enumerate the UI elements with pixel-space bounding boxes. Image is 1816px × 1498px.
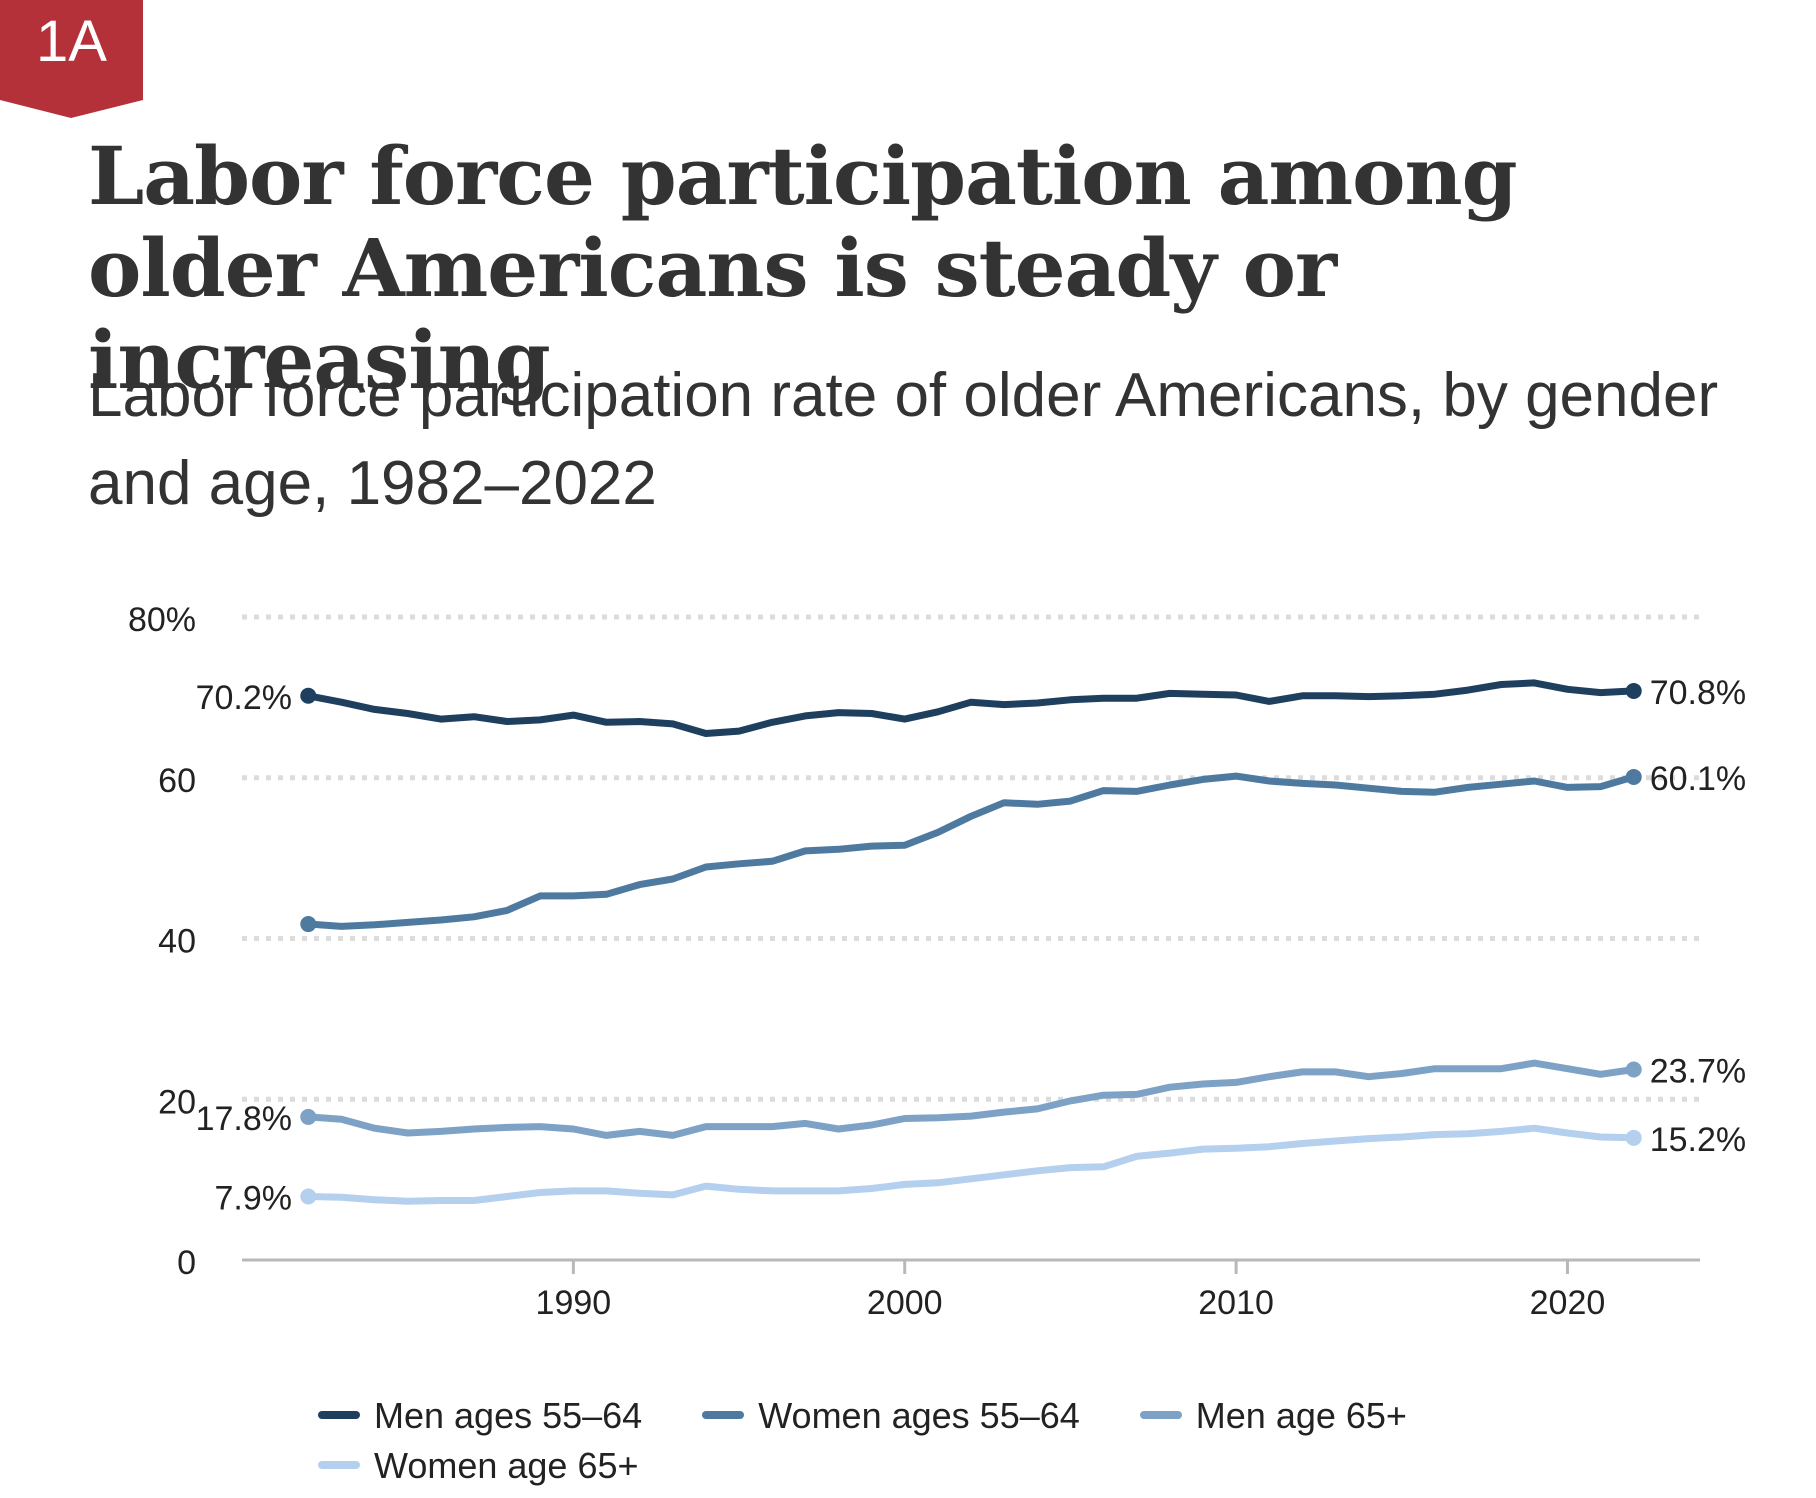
series-end-label: 70.8% — [1650, 674, 1746, 712]
series-end-point — [1625, 768, 1642, 785]
y-tick-label: 40 — [158, 923, 196, 961]
series-start-point — [300, 916, 317, 933]
legend-swatch — [1139, 1411, 1182, 1420]
x-tick-label: 2020 — [1530, 1284, 1606, 1322]
x-tick-label: 2010 — [1198, 1284, 1274, 1322]
legend-item: Men ages 55–64 — [318, 1395, 642, 1437]
series-end-point — [1625, 1129, 1642, 1146]
chart-subtitle: Labor force participation rate of older … — [88, 361, 1719, 518]
series-line-2 — [304, 772, 1638, 930]
series-start-point — [300, 1188, 317, 1205]
series-start-point — [300, 1108, 317, 1125]
legend-label: Women age 65+ — [374, 1445, 639, 1486]
grid-lines — [242, 614, 1700, 1102]
series-end-label: 15.2% — [1650, 1121, 1746, 1159]
series-line-4 — [304, 1124, 1638, 1205]
chart-legend: Men ages 55–64 Women ages 55–64 Men age 65… — [318, 1395, 1618, 1495]
line-chart: 0 20 40 60 80% 1990 2000 2010 2020 70.2% 70.8% 60.… — [128, 601, 1747, 1322]
series-start-label: 70.2% — [196, 679, 292, 717]
x-tick-label: 2000 — [867, 1284, 943, 1322]
series-end-label: 60.1% — [1650, 760, 1746, 798]
y-tick-label: 80% — [128, 601, 196, 639]
series-end-point — [1625, 682, 1642, 699]
y-tick-label: 60 — [158, 762, 196, 800]
x-tick-label: 1990 — [536, 1284, 612, 1322]
series-start-point — [300, 687, 317, 704]
series-start-label: 7.9% — [215, 1180, 293, 1218]
badge-flag-shape — [0, 0, 143, 118]
axes: 0 20 40 60 80% 1990 2000 2010 2020 — [128, 601, 1700, 1322]
figure-badge: 1A — [0, 0, 143, 118]
legend-label: Men age 65+ — [1195, 1395, 1407, 1436]
series-line-3 — [304, 1059, 1638, 1139]
legend-label: Men ages 55–64 — [374, 1395, 643, 1436]
legend-label: Women ages 55–64 — [758, 1395, 1080, 1436]
legend-item: Women ages 55–64 — [702, 1395, 1080, 1437]
legend-swatch — [318, 1411, 360, 1420]
series-end-label: 23.7% — [1650, 1053, 1746, 1091]
legend-item: Women age 65+ — [318, 1445, 639, 1487]
legend-item: Men age 65+ — [1139, 1395, 1407, 1437]
y-tick-label: 20 — [158, 1083, 196, 1121]
legend-swatch — [702, 1411, 745, 1420]
badge-label: 1A — [36, 9, 107, 74]
series-end-point — [1625, 1061, 1642, 1078]
y-tick-label: 0 — [177, 1244, 196, 1282]
data-labels: 70.2% 70.8% 60.1% 17.8% 23.7% 7.9% 15.2% — [196, 674, 1747, 1218]
chart-title: Labor force participation among older Am… — [88, 129, 1518, 407]
series-line-1 — [304, 679, 1638, 737]
legend-swatch — [318, 1461, 360, 1470]
series-lines — [300, 679, 1642, 1205]
series-start-label: 17.8% — [196, 1100, 292, 1138]
